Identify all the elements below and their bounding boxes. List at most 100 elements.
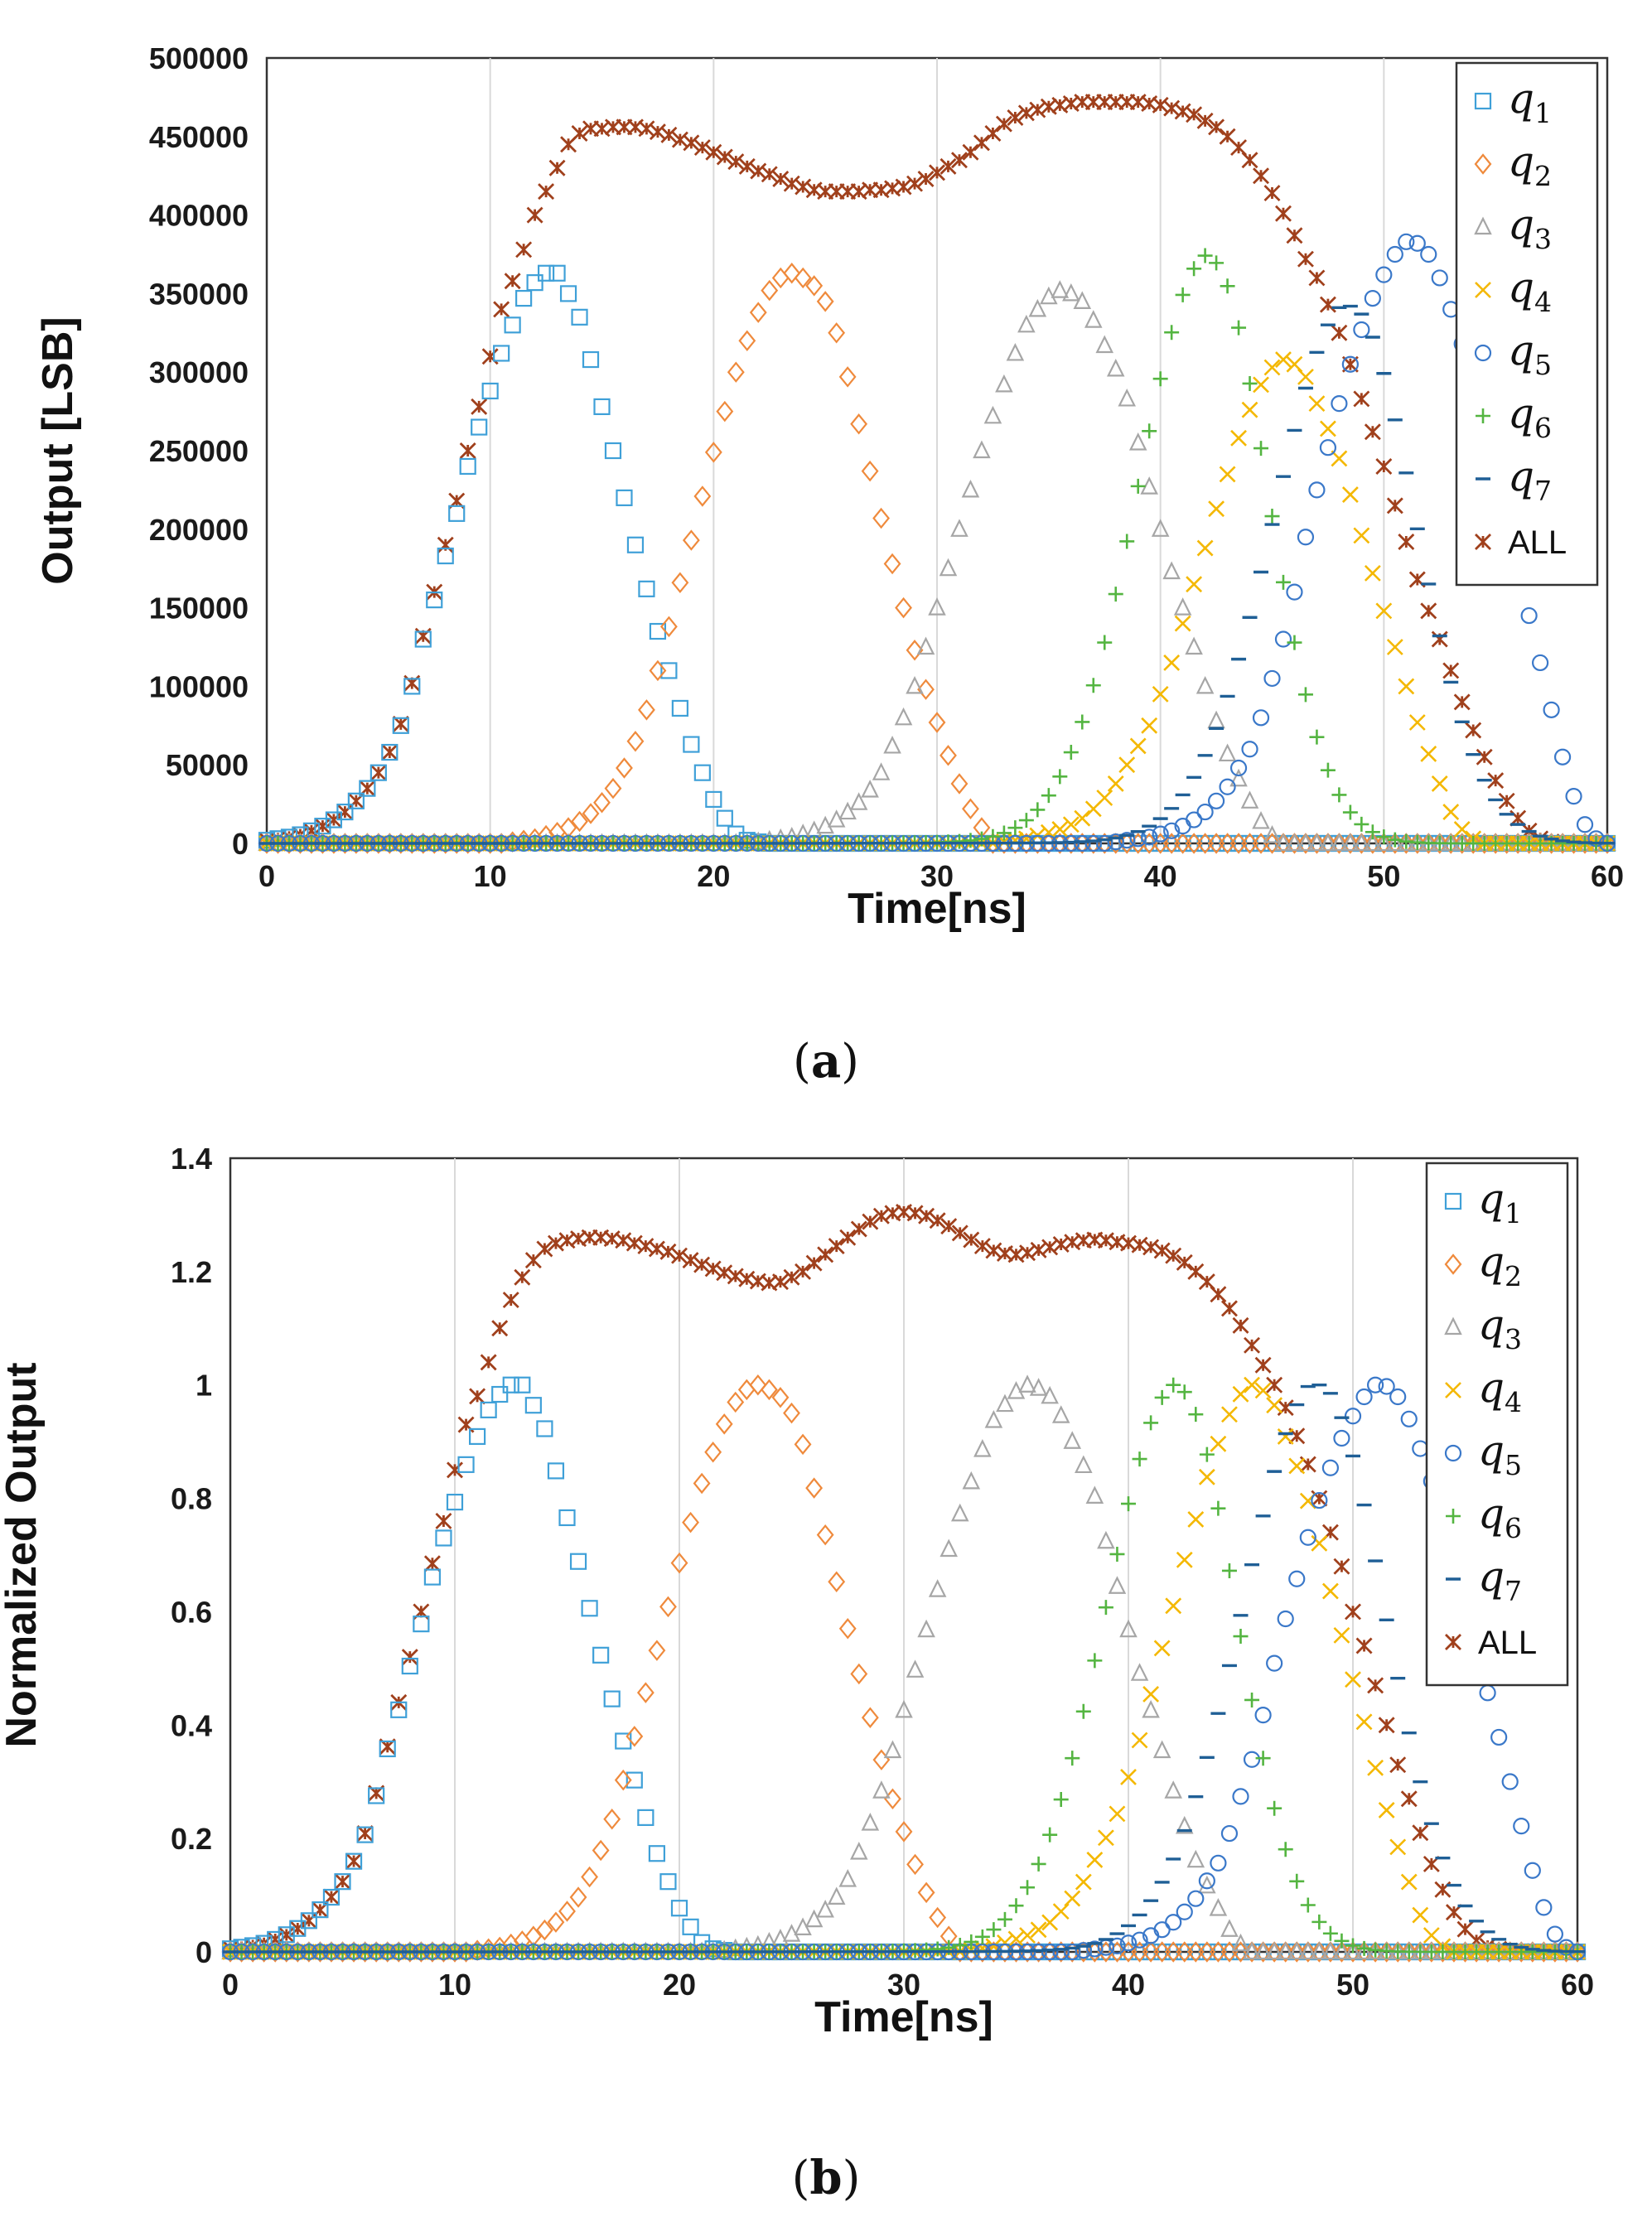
data-point [638,120,655,138]
data-point [423,1568,442,1586]
data-point [1299,1941,1317,1960]
data-point [839,1229,857,1246]
data-point [1230,429,1247,447]
data-point [1254,1941,1273,1963]
data-point [1142,1239,1160,1256]
data-point [1287,1941,1307,1960]
data-point [1210,1286,1227,1303]
data-point [1052,1903,1070,1920]
data-point [1165,1597,1182,1615]
data-point [581,1866,599,1888]
data-point [962,1471,981,1490]
data-point [950,152,968,169]
data-point [1109,1546,1125,1562]
data-point [1308,833,1326,854]
data-point [917,1619,935,1638]
data-point [1221,1563,1237,1578]
data-point [1208,500,1225,518]
data-point [1288,1570,1306,1587]
legend-subscript: 3 [1534,223,1552,255]
data-point [682,1511,699,1534]
data-point [761,166,778,183]
data-point [548,264,566,282]
y-tick-label: 0.6 [171,1595,212,1629]
data-point [390,1701,408,1718]
data-point [1334,1933,1350,1949]
data-point [716,148,733,166]
x-tick-label: 30 [920,859,954,893]
data-point [468,1427,486,1446]
data-point [1118,833,1136,854]
data-point [1030,802,1046,818]
legend-box [1455,61,1599,587]
data-point [1266,1397,1283,1414]
data-point [1344,1941,1362,1960]
data-point [1176,1941,1194,1963]
data-point [962,143,979,161]
data-point [1219,833,1236,854]
data-point [636,1682,655,1703]
data-point [1322,1925,1338,1941]
chart-panel-b: 0 0.2 0.4 0.6 0.8 1 1.2 1.4 0 10 20 30 40 50 60 Time[ns… [0,1142,1594,2041]
data-point [649,123,666,141]
data-point [471,418,488,436]
data-point [1240,790,1259,809]
data-point [1524,1862,1541,1879]
data-point [1028,298,1047,317]
data-point [659,1596,677,1618]
data-point [986,1922,1002,1938]
data-point [872,1780,891,1799]
data-point [1375,602,1393,620]
data-point [1419,833,1437,854]
x-tick-label: 50 [1336,1968,1369,2002]
data-point [940,1218,958,1235]
data-point [1341,486,1359,504]
data-point [1229,833,1248,854]
data-point [1252,810,1270,829]
data-point [705,143,722,161]
data-point [749,302,767,323]
data-point [997,1911,1012,1927]
data-point [838,1869,857,1887]
data-point [1198,1468,1215,1485]
data-point [704,1260,722,1278]
data-point [1300,1897,1316,1913]
data-point [648,1845,666,1862]
data-point [1400,1941,1418,1963]
data-point [1565,788,1582,805]
data-point [1365,824,1380,840]
legend-marker [1444,1253,1462,1275]
data-point [1219,466,1236,483]
data-point [1310,1941,1329,1960]
data-point [1152,96,1169,114]
data-point [1288,1457,1306,1475]
data-point [1378,1941,1396,1963]
data-point [1064,1890,1081,1907]
data-point [1465,722,1482,739]
data-point [1311,1491,1328,1509]
data-point [538,183,555,200]
data-point [883,1740,902,1759]
data-point [1096,790,1113,806]
data-point [1389,1838,1407,1856]
data-point [1420,746,1437,762]
data-point [1118,832,1136,849]
data-point [995,374,1013,393]
data-point [1074,809,1091,827]
data-point [514,1376,531,1393]
data-point [1375,266,1393,283]
x-tick-label: 50 [1367,859,1400,893]
data-point [1501,1773,1519,1790]
data-point [973,1238,991,1255]
data-point [750,162,767,180]
data-point [906,175,924,192]
data-point [1062,816,1080,833]
data-point [1453,693,1471,711]
x-axis-title: Time[ns] [814,1993,993,2041]
data-point [883,735,901,754]
data-point [1196,803,1214,821]
data-point [1152,825,1169,843]
data-point [1064,1943,1081,1961]
data-point [1052,769,1068,785]
data-point [1198,1872,1215,1890]
